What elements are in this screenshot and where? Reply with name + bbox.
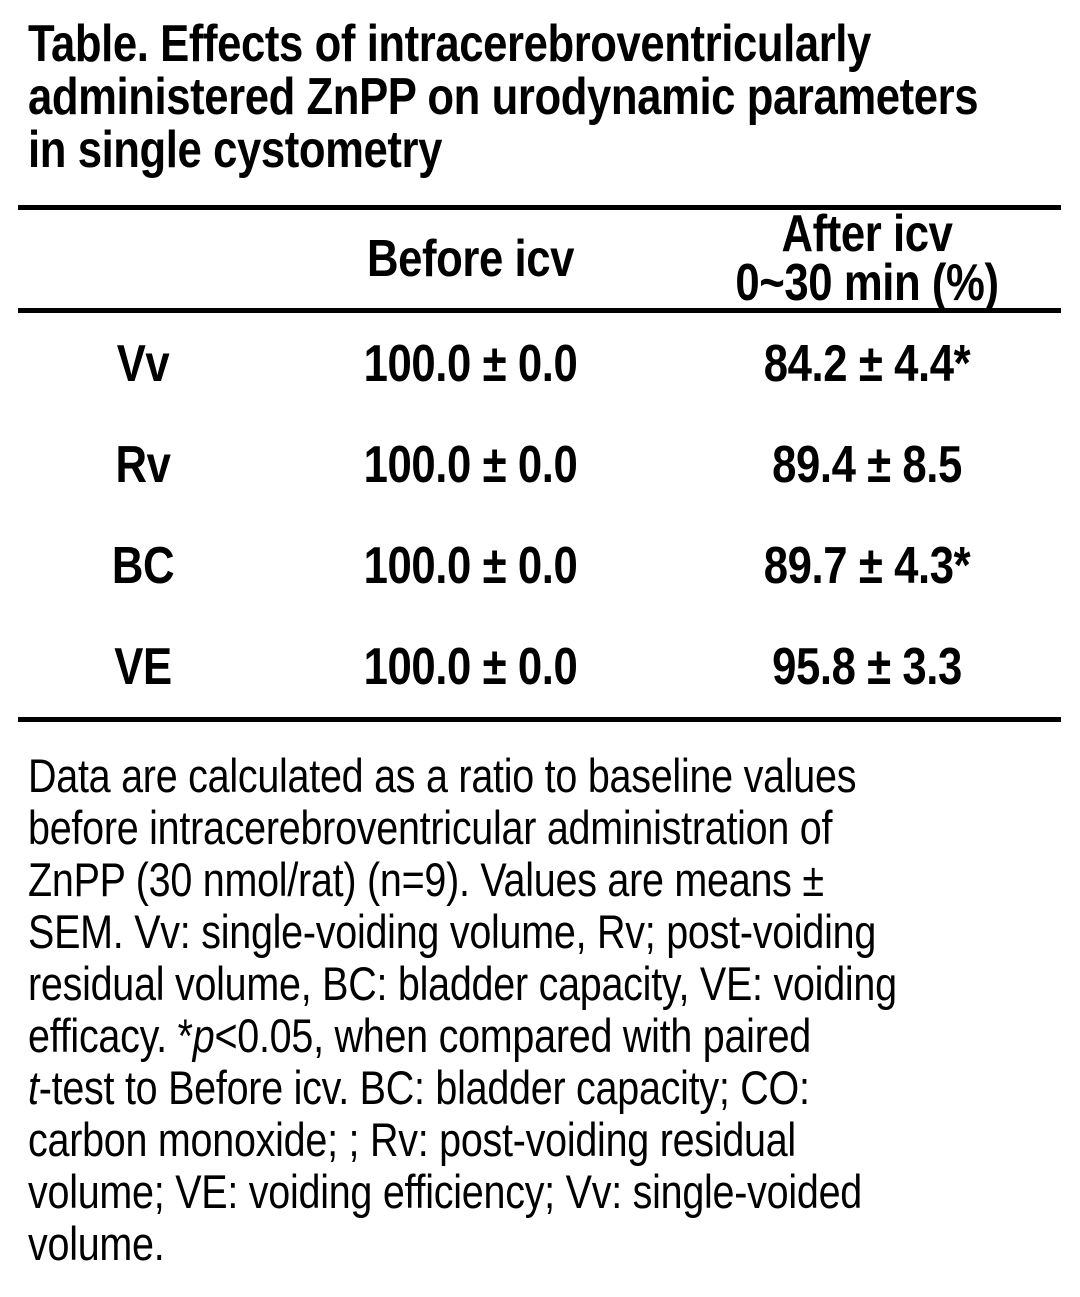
data-table: Before icv After icv 0~30 min (%) Vv 100…	[18, 205, 1061, 722]
table-footnote: Data are calculated as a ratio to baseli…	[28, 749, 897, 1270]
header-cell-before-icv: Before icv	[268, 229, 673, 288]
header-label-after-icv-range: 0~30 min (%)	[735, 254, 999, 312]
before-value: 100.0 ± 0.0	[363, 536, 578, 595]
before-value: 100.0 ± 0.0	[363, 637, 578, 696]
row-label: Vv	[116, 334, 170, 393]
after-value: 95.8 ± 3.3	[772, 637, 962, 696]
page-title: Table. Effects of intracerebroventricula…	[28, 15, 979, 179]
table-body: Vv 100.0 ± 0.0 84.2 ± 4.4* Rv 100.0 ± 0.…	[18, 313, 1061, 722]
table-header-row: Before icv After icv 0~30 min (%)	[18, 205, 1061, 313]
row-label: BC	[111, 536, 175, 595]
before-value: 100.0 ± 0.0	[363, 334, 578, 393]
header-label-after-icv: After icv	[781, 205, 953, 263]
row-label: VE	[114, 637, 172, 696]
table-row: Vv 100.0 ± 0.0 84.2 ± 4.4*	[18, 313, 1061, 414]
table-row: VE 100.0 ± 0.0 95.8 ± 3.3	[18, 616, 1061, 717]
table-row: BC 100.0 ± 0.0 89.7 ± 4.3*	[18, 515, 1061, 616]
header-cell-after-icv: After icv 0~30 min (%)	[673, 205, 1061, 312]
header-label-before-icv: Before icv	[366, 229, 575, 288]
after-value: 89.7 ± 4.3*	[763, 536, 971, 595]
after-value: 89.4 ± 8.5	[772, 435, 962, 494]
row-label: Rv	[115, 435, 171, 494]
after-value: 84.2 ± 4.4*	[763, 334, 971, 393]
table-row: Rv 100.0 ± 0.0 89.4 ± 8.5	[18, 414, 1061, 515]
before-value: 100.0 ± 0.0	[363, 435, 578, 494]
